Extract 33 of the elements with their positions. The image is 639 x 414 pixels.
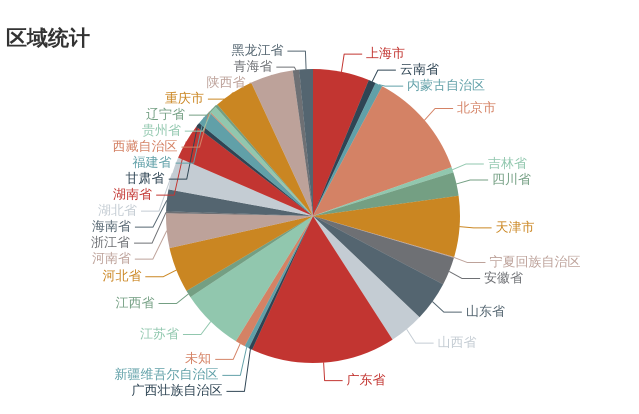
slice-label: 安徽省 bbox=[484, 270, 524, 286]
slice-label: 广东省 bbox=[346, 372, 386, 388]
slice-label: 重庆市 bbox=[164, 92, 204, 107]
slice-label: 未知 bbox=[185, 352, 212, 367]
slice-label: 宁夏回族自治区 bbox=[489, 254, 580, 270]
slice-label: 陕西省 bbox=[206, 76, 246, 91]
slice-label: 湖北省 bbox=[98, 204, 137, 219]
slice-label: 山东省 bbox=[466, 304, 505, 320]
slice-label: 福建省 bbox=[132, 156, 172, 171]
slice-label: 辽宁省 bbox=[146, 106, 185, 123]
slice-label: 海南省 bbox=[92, 220, 131, 235]
slice-label: 湖南省 bbox=[113, 188, 152, 203]
slice-label: 河南省 bbox=[92, 252, 131, 267]
slice-label: 天津市 bbox=[496, 220, 535, 236]
slice-label: 江苏省 bbox=[140, 326, 179, 342]
slice-label: 青海省 bbox=[233, 60, 272, 75]
slice-label: 江西省 bbox=[116, 296, 155, 311]
slice-label: 甘肃省 bbox=[126, 172, 165, 187]
slice-label: 河北省 bbox=[102, 269, 142, 284]
slice-label: 黑龙江省 bbox=[231, 44, 284, 59]
slice-label: 浙江省 bbox=[91, 236, 130, 251]
slice-label: 北京市 bbox=[457, 100, 496, 116]
chart-title: 区域统计 bbox=[6, 25, 90, 52]
slice-label: 四川省 bbox=[492, 172, 532, 188]
slice-label: 内蒙古自治区 bbox=[407, 78, 486, 94]
slice-label: 贵州省 bbox=[142, 124, 181, 139]
slice-label: 广西壮族自治区 bbox=[131, 384, 222, 399]
slice-label: 山西省 bbox=[438, 336, 477, 351]
slice-label: 云南省 bbox=[400, 62, 439, 78]
slice-label: 西藏自治区 bbox=[112, 140, 178, 155]
slice-label: 上海市 bbox=[366, 46, 406, 62]
slice-label: 新疆维吾尔自治区 bbox=[114, 368, 218, 383]
slice-label: 吉林省 bbox=[488, 156, 527, 172]
